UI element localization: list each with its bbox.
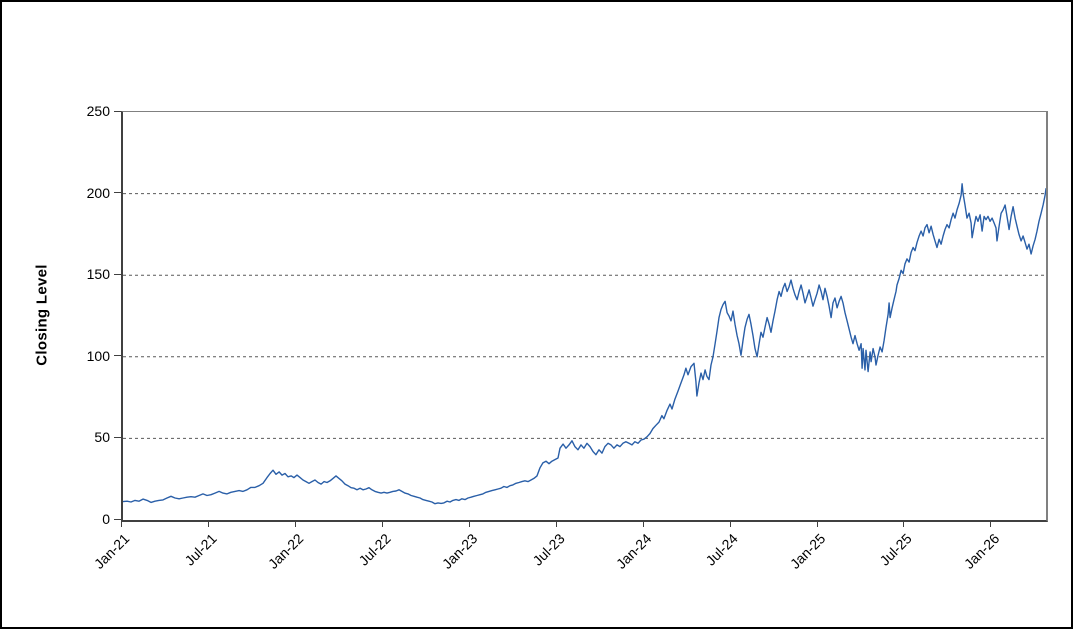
x-tick-label: Jul-23 [529, 530, 568, 569]
y-tick-label: 50 [94, 429, 110, 446]
y-tick-mark [114, 192, 121, 194]
y-tick-label: 200 [86, 184, 110, 201]
plot-area [121, 111, 1048, 522]
x-tick-mark [207, 521, 209, 527]
x-tick-label: Jan-21 [91, 530, 133, 572]
x-tick-label: Jul-22 [355, 530, 394, 569]
y-tick-label: 250 [86, 103, 110, 119]
x-tick-mark [555, 521, 557, 527]
y-tick-mark [114, 355, 121, 357]
y-tick-label: 100 [86, 347, 110, 364]
y-tick-label: 0 [102, 511, 110, 527]
price-line [123, 183, 1046, 505]
x-tick-label: Jan-25 [786, 530, 829, 572]
y-axis-title: Closing Level [33, 264, 51, 366]
x-tick-label: Jan-23 [438, 530, 481, 572]
x-tick-label: Jul-25 [876, 530, 916, 569]
x-tick-label: Jan-24 [612, 530, 655, 572]
x-tick-mark [903, 521, 905, 527]
x-tick-mark [642, 521, 644, 527]
chart-canvas [123, 183, 1046, 505]
x-tick-mark [816, 521, 818, 527]
x-tick-label: Jan-26 [960, 530, 1002, 572]
y-tick-mark [114, 110, 121, 112]
x-tick-mark [381, 521, 383, 527]
y-tick-label: 150 [86, 266, 110, 283]
x-tick-mark [294, 521, 296, 527]
y-tick-mark [114, 518, 121, 520]
x-tick-mark [729, 521, 731, 527]
x-tick-label: Jan-22 [264, 530, 307, 572]
x-tick-mark [990, 521, 992, 527]
x-tick-label: Jul-24 [702, 530, 742, 569]
x-tick-mark [121, 521, 122, 527]
x-tick-label: Jul-21 [181, 530, 220, 569]
y-tick-mark [114, 273, 121, 275]
y-tick-mark [114, 436, 121, 438]
x-tick-mark [468, 521, 470, 527]
